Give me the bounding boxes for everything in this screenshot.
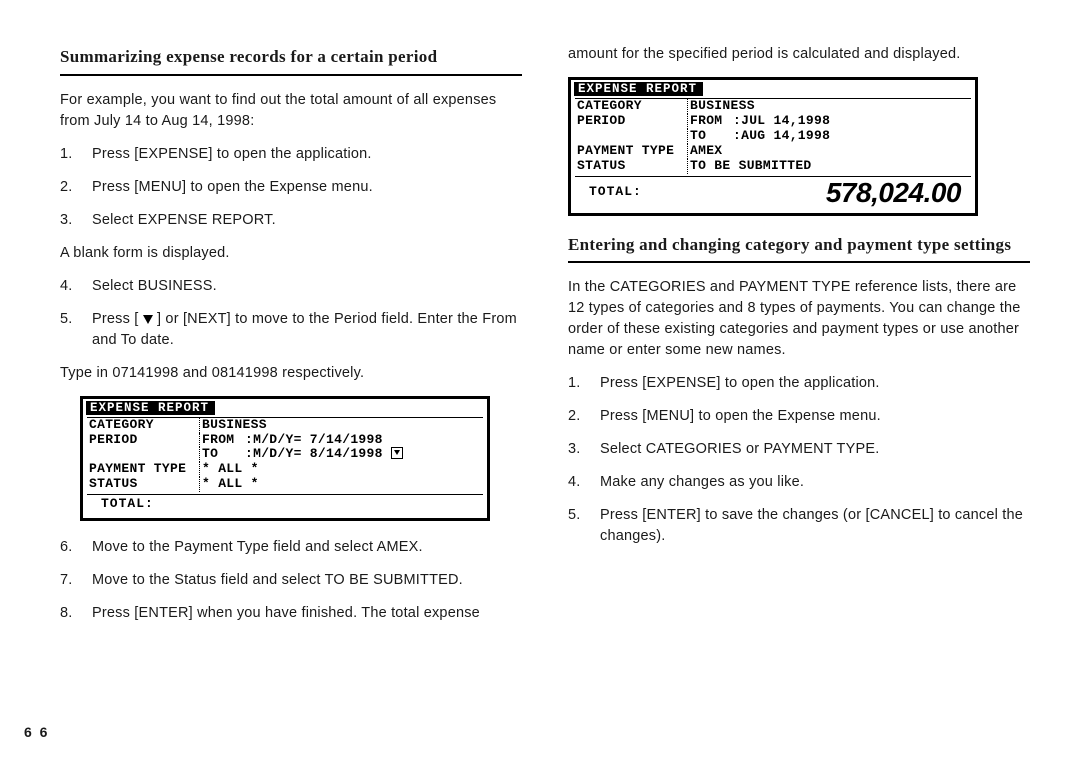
step-text: Press [MENU] to open the Expense menu. bbox=[92, 177, 522, 198]
lcd-payment-value: AMEX bbox=[687, 144, 969, 159]
step-num: 1. bbox=[568, 373, 588, 394]
down-arrow-icon bbox=[143, 315, 153, 324]
typein-note: Type in 07141998 and 08141998 respective… bbox=[60, 363, 522, 384]
step-num: 1. bbox=[60, 144, 80, 165]
step-2: 2. Press [MENU] to open the Expense menu. bbox=[60, 177, 522, 198]
heading-summarize: Summarizing expense records for a certai… bbox=[60, 44, 522, 76]
step-num: 3. bbox=[568, 439, 588, 460]
rstep-4: 4. Make any changes as you like. bbox=[568, 472, 1030, 493]
step-text: Press [ ] or [NEXT] to move to the Perio… bbox=[92, 309, 522, 351]
lcd-to-value: :AUG 14,1998 bbox=[733, 129, 969, 144]
lcd-payment-value: * ALL * bbox=[199, 462, 481, 477]
lcd-period-label: PERIOD bbox=[89, 433, 199, 448]
step-text: Make any changes as you like. bbox=[600, 472, 1030, 493]
step-text: Press [EXPENSE] to open the application. bbox=[92, 144, 522, 165]
step-num: 2. bbox=[60, 177, 80, 198]
lcd-title: EXPENSE REPORT bbox=[574, 82, 703, 96]
step-num: 4. bbox=[60, 276, 80, 297]
lcd-status-label: STATUS bbox=[89, 477, 199, 492]
rstep-1: 1. Press [EXPENSE] to open the applicatio… bbox=[568, 373, 1030, 394]
lcd-from-value: :M/D/Y= 7/14/1998 bbox=[245, 433, 481, 448]
heading-categories: Entering and changing category and payme… bbox=[568, 232, 1030, 264]
lcd-blank bbox=[577, 129, 687, 144]
lcd-from-label: FROM bbox=[199, 433, 245, 448]
step-4: 4. Select BUSINESS. bbox=[60, 276, 522, 297]
lcd-from-value: :JUL 14,1998 bbox=[733, 114, 969, 129]
lcd-total-label: TOTAL: bbox=[93, 497, 183, 512]
step-text: Select CATEGORIES or PAYMENT TYPE. bbox=[600, 439, 1030, 460]
step-text: Select BUSINESS. bbox=[92, 276, 522, 297]
step-1: 1. Press [EXPENSE] to open the applicatio… bbox=[60, 144, 522, 165]
lcd-to-value: :M/D/Y= 8/14/1998 bbox=[245, 447, 481, 462]
lcd-screen-completed-report: EXPENSE REPORT CATEGORYBUSINESS PERIODFR… bbox=[568, 77, 978, 216]
step-num: 5. bbox=[568, 505, 588, 547]
step-text: Press [ENTER] to save the changes (or [C… bbox=[600, 505, 1030, 547]
step-text: Move to the Payment Type field and selec… bbox=[92, 537, 522, 558]
step-8: 8. Press [ENTER] when you have finished. … bbox=[60, 603, 522, 624]
step-6: 6. Move to the Payment Type field and sel… bbox=[60, 537, 522, 558]
steps-list-1: 1. Press [EXPENSE] to open the applicatio… bbox=[60, 144, 522, 231]
step-5: 5. Press [ ] or [NEXT] to move to the Pe… bbox=[60, 309, 522, 351]
page-number: 6 6 bbox=[24, 724, 49, 740]
lcd-status-value: TO BE SUBMITTED bbox=[687, 159, 969, 174]
lcd-status-label: STATUS bbox=[577, 159, 687, 174]
steps-list-2: 4. Select BUSINESS. 5. Press [ ] or [NEXT… bbox=[60, 276, 522, 351]
left-column: Summarizing expense records for a certai… bbox=[60, 44, 522, 704]
lcd-to-label: TO bbox=[687, 129, 733, 144]
step-text: Press [ENTER] when you have finished. Th… bbox=[92, 603, 522, 624]
lcd-blank bbox=[89, 447, 199, 462]
step-num: 8. bbox=[60, 603, 80, 624]
lcd-payment-label: PAYMENT TYPE bbox=[89, 462, 199, 477]
lcd-total-label: TOTAL: bbox=[581, 185, 671, 200]
lcd-category-label: CATEGORY bbox=[89, 418, 199, 433]
step-num: 3. bbox=[60, 210, 80, 231]
rstep-3: 3. Select CATEGORIES or PAYMENT TYPE. bbox=[568, 439, 1030, 460]
step-text: Press [EXPENSE] to open the application. bbox=[600, 373, 1030, 394]
rstep-2: 2. Press [MENU] to open the Expense menu. bbox=[568, 406, 1030, 427]
lcd-title: EXPENSE REPORT bbox=[86, 401, 215, 415]
lcd-to-label: TO bbox=[199, 447, 245, 462]
lcd-category-label: CATEGORY bbox=[577, 99, 687, 114]
step-7: 7. Move to the Status field and select TO… bbox=[60, 570, 522, 591]
step-num: 5. bbox=[60, 309, 80, 351]
lcd-payment-label: PAYMENT TYPE bbox=[577, 144, 687, 159]
step-3: 3. Select EXPENSE REPORT. bbox=[60, 210, 522, 231]
step-num: 7. bbox=[60, 570, 80, 591]
right-column: amount for the specified period is calcu… bbox=[568, 44, 1030, 704]
step-text: Select EXPENSE REPORT. bbox=[92, 210, 522, 231]
step-num: 6. bbox=[60, 537, 80, 558]
lcd-total-value: 578,024.00 bbox=[671, 179, 965, 207]
categories-intro: In the CATEGORIES and PAYMENT TYPE refer… bbox=[568, 277, 1030, 361]
two-column-layout: Summarizing expense records for a certai… bbox=[60, 44, 1030, 704]
blank-form-note: A blank form is displayed. bbox=[60, 243, 522, 264]
continuation-text: amount for the specified period is calcu… bbox=[568, 44, 1030, 65]
lcd-from-label: FROM bbox=[687, 114, 733, 129]
intro-text: For example, you want to find out the to… bbox=[60, 90, 522, 132]
dropdown-icon bbox=[391, 447, 403, 459]
rstep-5: 5. Press [ENTER] to save the changes (or … bbox=[568, 505, 1030, 547]
step-num: 4. bbox=[568, 472, 588, 493]
step5-a: Press [ bbox=[92, 311, 143, 327]
lcd-category-value: BUSINESS bbox=[687, 99, 969, 114]
lcd-status-value: * ALL * bbox=[199, 477, 481, 492]
step5-b: ] or [NEXT] to move to the Period field.… bbox=[92, 311, 517, 348]
lcd-screen-blank-report: EXPENSE REPORT CATEGORYBUSINESS PERIODFR… bbox=[80, 396, 490, 522]
steps-list-right: 1. Press [EXPENSE] to open the applicatio… bbox=[568, 373, 1030, 547]
step-num: 2. bbox=[568, 406, 588, 427]
lcd-period-label: PERIOD bbox=[577, 114, 687, 129]
step-text: Press [MENU] to open the Expense menu. bbox=[600, 406, 1030, 427]
step-text: Move to the Status field and select TO B… bbox=[92, 570, 522, 591]
lcd-category-value: BUSINESS bbox=[199, 418, 481, 433]
steps-list-3: 6. Move to the Payment Type field and sel… bbox=[60, 537, 522, 624]
